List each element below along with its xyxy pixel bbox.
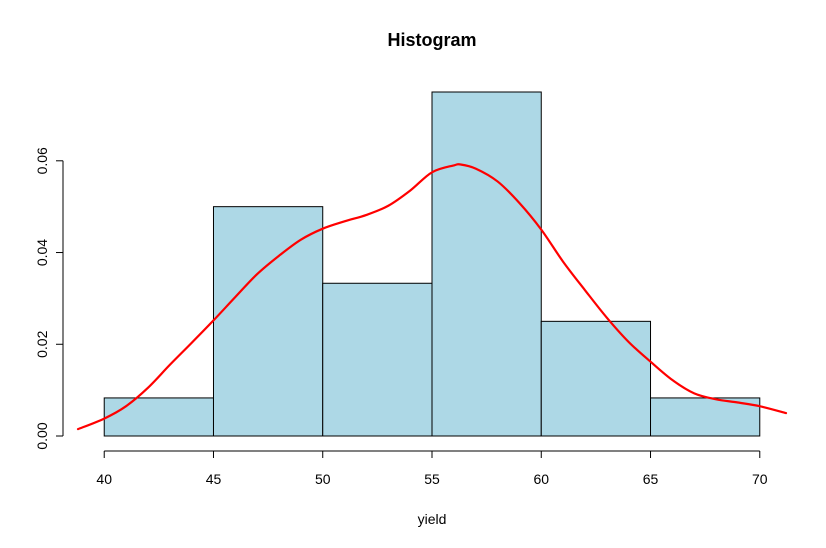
- x-axis-label: yield: [418, 511, 447, 527]
- density-curve: [76, 163, 788, 431]
- x-tick-label-3: 55: [424, 471, 440, 487]
- histogram-bar-5: [650, 397, 761, 437]
- x-tick-label-0: 40: [96, 471, 112, 487]
- bars-group: [103, 91, 761, 437]
- y-axis: 0.00 0.02 0.04 0.06: [34, 147, 64, 450]
- x-axis: 40 45 50 55 60 65 70: [96, 450, 768, 487]
- x-tick-label-5: 65: [643, 471, 659, 487]
- histogram-bar-1: [212, 206, 324, 437]
- x-tick-label-4: 60: [533, 471, 549, 487]
- histogram-bar-2: [322, 282, 433, 437]
- x-tick-label-6: 70: [752, 471, 768, 487]
- y-tick-label-2: 0.04: [34, 239, 50, 266]
- histogram-bar-0: [103, 397, 214, 437]
- chart-title: Histogram: [387, 30, 476, 50]
- x-tick-label-1: 45: [206, 471, 222, 487]
- y-tick-label-3: 0.06: [34, 147, 50, 174]
- y-tick-label-0: 0.00: [34, 422, 50, 449]
- histogram-bar-4: [540, 320, 652, 437]
- y-tick-label-1: 0.02: [34, 330, 50, 357]
- x-tick-label-2: 50: [315, 471, 331, 487]
- histogram-bar-3: [431, 91, 542, 437]
